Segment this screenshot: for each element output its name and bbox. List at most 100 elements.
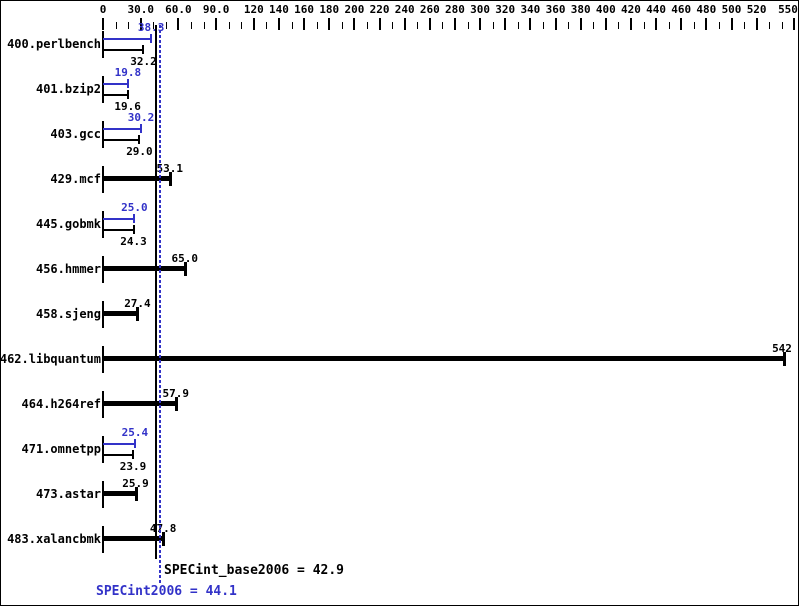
axis-tick-major (428, 18, 431, 30)
axis-tick-minor (643, 22, 645, 29)
axis-tick-major (328, 18, 331, 30)
axis-tick-minor (266, 22, 268, 29)
axis-tick-major (403, 18, 406, 30)
peak-bar (103, 38, 152, 40)
benchmark-label: 483.xalancbmk (7, 532, 101, 546)
base-bar-end-cap (132, 225, 135, 234)
axis-tick-minor (190, 22, 192, 29)
axis-tick-major (252, 18, 255, 30)
peak-value-label: 19.8 (114, 66, 142, 79)
axis-tick-label: 380 (570, 3, 591, 16)
axis-tick-minor (542, 22, 544, 29)
base-value-label: 542 (772, 342, 792, 355)
benchmark-label: 473.astar (35, 487, 101, 501)
axis-tick-major (705, 18, 708, 30)
benchmark-axis-tick (102, 31, 104, 58)
axis-tick-label: 160 (294, 3, 315, 16)
axis-tick-major (139, 18, 142, 30)
axis-tick-major (655, 18, 658, 30)
axis-tick-minor (593, 22, 595, 29)
axis-tick-label: 220 (369, 3, 390, 16)
base-bar (103, 139, 140, 141)
peak-mean-line (158, 25, 161, 583)
axis-tick-minor (568, 22, 570, 29)
axis-tick-label: 0 (99, 3, 107, 16)
axis-tick-label: 300 (470, 3, 491, 16)
benchmark-axis-tick (102, 211, 104, 238)
axis-tick-major (680, 18, 683, 30)
axis-tick-label: 240 (394, 3, 415, 16)
benchmark-axis-tick (102, 436, 104, 463)
axis-tick-label: 500 (721, 3, 742, 16)
base-bar-end-cap (136, 307, 140, 321)
benchmark-label: 456.hmmer (35, 262, 101, 276)
benchmark-label: 471.omnetpp (21, 442, 101, 456)
axis-tick-label: 520 (746, 3, 767, 16)
base-value-label: 47.8 (149, 522, 177, 535)
base-bar-end-cap (126, 90, 129, 99)
axis-tick-minor (442, 22, 444, 29)
axis-tick-minor (228, 22, 230, 29)
peak-bar-end-cap (133, 439, 136, 448)
base-bar-end-cap (134, 487, 138, 501)
base-bar (103, 401, 176, 406)
benchmark-label: 429.mcf (50, 172, 101, 186)
peak-value-label: 25.0 (121, 201, 148, 214)
benchmark-label: 462.libquantum (0, 352, 101, 366)
axis-tick-minor (769, 22, 771, 29)
base-bar (103, 266, 185, 271)
base-bar-end-cap (783, 352, 787, 366)
axis-tick-minor (128, 22, 130, 29)
base-bar (103, 311, 138, 316)
base-bar (103, 356, 785, 361)
axis-tick-minor (492, 22, 494, 29)
benchmark-label: 400.perlbench (7, 37, 101, 51)
axis-tick-major (479, 18, 482, 30)
axis-tick-label: 260 (419, 3, 440, 16)
axis-tick-major (604, 18, 607, 30)
base-value-label: 19.6 (114, 100, 141, 113)
axis-tick-minor (618, 22, 620, 29)
axis-tick-major (102, 18, 104, 30)
peak-bar (103, 443, 135, 445)
axis-tick-minor (165, 22, 167, 29)
base-bar (103, 491, 136, 496)
base-value-label: 53.1 (156, 162, 183, 175)
base-bar (103, 49, 144, 51)
peak-bar-end-cap (126, 79, 129, 88)
axis-tick-major (730, 18, 733, 30)
benchmark-label: 464.h264ref (21, 397, 101, 411)
axis-tick-minor (241, 22, 243, 29)
base-value-label: 32.2 (130, 55, 157, 68)
axis-tick-label: 140 (269, 3, 289, 16)
peak-bar (103, 218, 135, 220)
axis-tick-major (277, 18, 280, 30)
peak-bar (103, 83, 128, 85)
benchmark-label: 403.gcc (50, 127, 101, 141)
axis-tick-major (554, 18, 557, 30)
axis-tick-major (215, 18, 218, 30)
base-bar-end-cap (132, 450, 135, 459)
base-mean-line (155, 25, 158, 559)
base-bar (103, 536, 164, 541)
base-bar (103, 229, 134, 231)
peak-value-label: 25.4 (121, 426, 149, 439)
axis-tick-major (529, 18, 532, 30)
base-bar-end-cap (138, 135, 141, 144)
axis-tick-label: 90.0 (202, 3, 230, 16)
base-value-label: 27.4 (124, 297, 151, 310)
axis-tick-minor (467, 22, 469, 29)
base-bar-end-cap (183, 262, 187, 276)
peak-value-label: 30.2 (127, 111, 155, 124)
axis-tick-minor (781, 22, 783, 29)
axis-tick-label: 280 (445, 3, 465, 16)
axis-tick-minor (718, 22, 720, 29)
axis-tick-label: 460 (671, 3, 692, 16)
axis-tick-label: 60.0 (165, 3, 192, 16)
base-value-label: 65.0 (171, 252, 198, 265)
base-bar (103, 94, 128, 96)
base-value-label: 24.3 (120, 235, 147, 248)
base-bar-end-cap (168, 172, 172, 186)
